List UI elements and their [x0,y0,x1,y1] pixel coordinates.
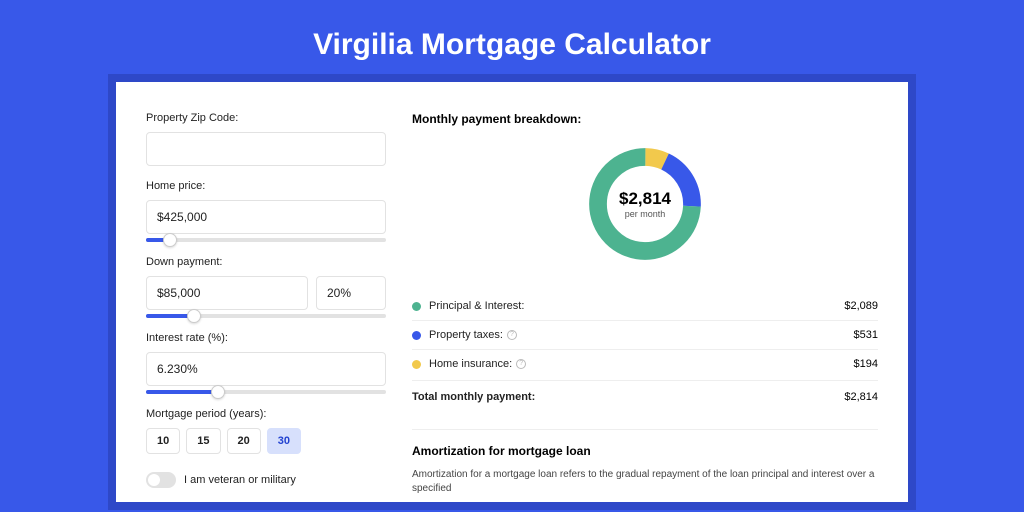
veteran-label: I am veteran or military [184,474,296,486]
donut-sub: per month [619,209,671,219]
down-payment-input[interactable] [146,276,308,310]
down-payment-slider[interactable] [146,314,386,318]
legend-dot-icon [412,331,421,340]
period-option-15[interactable]: 15 [186,428,220,454]
interest-rate-field: Interest rate (%): [146,332,386,394]
total-row: Total monthly payment: $2,814 [412,380,878,413]
amortization-box: Amortization for mortgage loan Amortizat… [412,429,878,496]
period-option-10[interactable]: 10 [146,428,180,454]
period-option-20[interactable]: 20 [227,428,261,454]
period-option-30[interactable]: 30 [267,428,301,454]
period-label: Mortgage period (years): [146,408,386,420]
legend-dot-icon [412,360,421,369]
legend-value: $2,089 [844,300,878,312]
legend-value: $531 [854,329,878,341]
interest-rate-input[interactable] [146,352,386,386]
info-icon[interactable]: ? [516,359,526,369]
legend-row: Home insurance:?$194 [412,350,878,378]
legend-row: Property taxes:?$531 [412,321,878,350]
veteran-row: I am veteran or military [146,472,386,488]
legend-label: Home insurance:? [429,358,854,370]
total-value: $2,814 [844,391,878,403]
down-payment-pct-input[interactable] [316,276,386,310]
donut-chart: $2,814 per month [583,142,707,266]
zip-field: Property Zip Code: [146,112,386,166]
zip-input[interactable] [146,132,386,166]
legend-dot-icon [412,302,421,311]
zip-label: Property Zip Code: [146,112,386,124]
home-price-input[interactable] [146,200,386,234]
page-title: Virgilia Mortgage Calculator [0,0,1024,82]
veteran-toggle[interactable] [146,472,176,488]
interest-rate-slider[interactable] [146,390,386,394]
info-icon[interactable]: ? [507,330,517,340]
donut-amount: $2,814 [619,189,671,209]
period-group: 1015 2030 [146,428,386,454]
legend-label: Property taxes:? [429,329,854,341]
amortization-text: Amortization for a mortgage loan refers … [412,468,878,496]
legend-value: $194 [854,358,878,370]
legend: Principal & Interest:$2,089Property taxe… [412,292,878,378]
donut-center: $2,814 per month [619,189,671,219]
donut-wrap: $2,814 per month [412,142,878,266]
breakdown-title: Monthly payment breakdown: [412,112,878,126]
home-price-field: Home price: [146,180,386,242]
down-payment-field: Down payment: [146,256,386,318]
legend-row: Principal & Interest:$2,089 [412,292,878,321]
down-payment-label: Down payment: [146,256,386,268]
calculator-card: Property Zip Code: Home price: Down paym… [116,82,908,502]
home-price-label: Home price: [146,180,386,192]
form-column: Property Zip Code: Home price: Down paym… [146,112,386,502]
interest-rate-label: Interest rate (%): [146,332,386,344]
period-field: Mortgage period (years): 1015 2030 [146,408,386,454]
legend-label: Principal & Interest: [429,300,844,312]
amortization-title: Amortization for mortgage loan [412,444,878,458]
total-label: Total monthly payment: [412,391,844,403]
home-price-slider[interactable] [146,238,386,242]
breakdown-column: Monthly payment breakdown: $2,814 per mo… [412,112,878,502]
